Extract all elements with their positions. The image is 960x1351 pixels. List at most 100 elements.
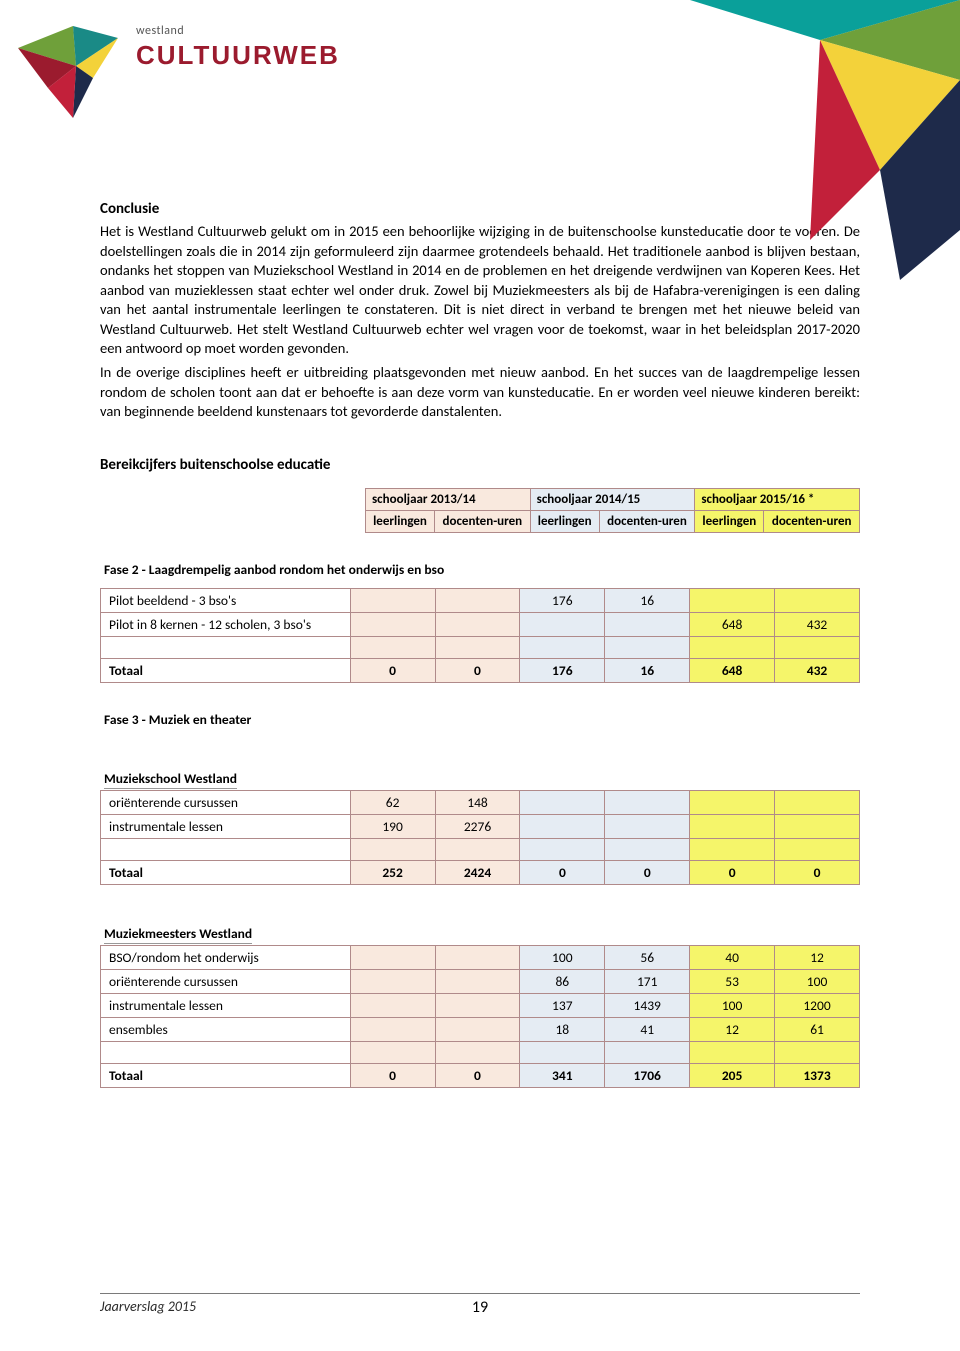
cell: 16 bbox=[605, 588, 690, 612]
cell bbox=[435, 1041, 520, 1063]
footer: Jaarverslag 2015 19 bbox=[100, 1293, 860, 1315]
cell bbox=[690, 838, 775, 860]
sub-leerlingen-13: leerlingen bbox=[366, 510, 435, 532]
cell bbox=[605, 1041, 690, 1063]
cell bbox=[605, 838, 690, 860]
cell: 12 bbox=[775, 945, 860, 969]
cell: 252 bbox=[350, 860, 435, 884]
corner-decoration bbox=[560, 0, 960, 300]
cell bbox=[435, 969, 520, 993]
cell bbox=[520, 790, 605, 814]
sub-docenten-13: docenten-uren bbox=[435, 510, 531, 532]
cell bbox=[350, 588, 435, 612]
cell bbox=[775, 636, 860, 658]
cell: 62 bbox=[350, 790, 435, 814]
footer-page-number: 19 bbox=[472, 1298, 488, 1317]
row-label bbox=[101, 1041, 351, 1063]
cell bbox=[605, 814, 690, 838]
table-row bbox=[101, 1041, 860, 1063]
sub-docenten-15: docenten-uren bbox=[764, 510, 860, 532]
muziekmeesters-table: BSO/rondom het onderwijs100564012oriënte… bbox=[100, 945, 860, 1088]
cell bbox=[350, 612, 435, 636]
cell: 2276 bbox=[435, 814, 520, 838]
table-row: Pilot in 8 kernen - 12 scholen, 3 bso's 6… bbox=[101, 612, 860, 636]
cell bbox=[690, 588, 775, 612]
cell bbox=[605, 636, 690, 658]
cell: 1373 bbox=[775, 1063, 860, 1087]
cell bbox=[605, 790, 690, 814]
fase2-title: Fase 2 - Laagdrempelig aanbod rondom het… bbox=[104, 561, 860, 578]
cell: 56 bbox=[605, 945, 690, 969]
cell bbox=[520, 838, 605, 860]
cell bbox=[350, 945, 435, 969]
total-row: Totaal25224240000 bbox=[101, 860, 860, 884]
cell bbox=[435, 588, 520, 612]
cell bbox=[775, 588, 860, 612]
cell: 0 bbox=[520, 860, 605, 884]
year-header-table: schooljaar 2013/14 schooljaar 2014/15 sc… bbox=[365, 488, 860, 533]
cell bbox=[350, 969, 435, 993]
total-label: Totaal bbox=[101, 860, 351, 884]
row-label: Pilot beeldend - 3 bso's bbox=[101, 588, 351, 612]
cell: 40 bbox=[690, 945, 775, 969]
conclusie-para2: In de overige disciplines heeft er uitbr… bbox=[100, 363, 860, 422]
cell: 648 bbox=[690, 612, 775, 636]
cell bbox=[775, 790, 860, 814]
cell: 176 bbox=[520, 588, 605, 612]
table-row: oriënterende cursussen8617153100 bbox=[101, 969, 860, 993]
cell: 0 bbox=[435, 1063, 520, 1087]
cell: 432 bbox=[775, 612, 860, 636]
cell: 0 bbox=[350, 1063, 435, 1087]
cell: 137 bbox=[520, 993, 605, 1017]
table-row: ensembles18411261 bbox=[101, 1017, 860, 1041]
cell: 432 bbox=[775, 658, 860, 682]
year-2013: schooljaar 2013/14 bbox=[366, 488, 531, 510]
header: westland CULTUURWEB bbox=[0, 0, 960, 140]
cell bbox=[775, 814, 860, 838]
cell bbox=[435, 993, 520, 1017]
year-2015: schooljaar 2015/16 * bbox=[695, 488, 860, 510]
cell bbox=[775, 838, 860, 860]
cell bbox=[350, 1017, 435, 1041]
row-label: Pilot in 8 kernen - 12 scholen, 3 bso's bbox=[101, 612, 351, 636]
table-row: BSO/rondom het onderwijs 100564012 bbox=[101, 945, 860, 969]
cell bbox=[435, 636, 520, 658]
logo-cultuurweb-text: CULTUURWEB bbox=[136, 40, 340, 71]
cell bbox=[435, 612, 520, 636]
logo-westland-text: westland bbox=[136, 24, 340, 38]
table-row: instrumentale lessen1902276 bbox=[101, 814, 860, 838]
cell bbox=[435, 838, 520, 860]
cell bbox=[350, 1041, 435, 1063]
cell: 648 bbox=[690, 658, 775, 682]
sub-leerlingen-15: leerlingen bbox=[695, 510, 764, 532]
table-row: oriënterende cursussen62148 bbox=[101, 790, 860, 814]
cell bbox=[605, 612, 690, 636]
muziekmeesters-title: Muziekmeesters Westland bbox=[104, 925, 252, 944]
cell: 1439 bbox=[605, 993, 690, 1017]
cell bbox=[435, 945, 520, 969]
cell: 61 bbox=[775, 1017, 860, 1041]
total-row: Totaal0017616648432 bbox=[101, 658, 860, 682]
cell: 2424 bbox=[435, 860, 520, 884]
cell: 100 bbox=[520, 945, 605, 969]
logo: westland CULTUURWEB bbox=[18, 18, 340, 128]
cell bbox=[350, 993, 435, 1017]
cell bbox=[775, 1041, 860, 1063]
logo-text: westland CULTUURWEB bbox=[136, 24, 340, 71]
row-label: BSO/rondom het onderwijs bbox=[101, 945, 351, 969]
cell bbox=[520, 636, 605, 658]
cell bbox=[690, 636, 775, 658]
cell: 41 bbox=[605, 1017, 690, 1041]
cell: 53 bbox=[690, 969, 775, 993]
cell: 205 bbox=[690, 1063, 775, 1087]
cell: 100 bbox=[690, 993, 775, 1017]
total-label: Totaal bbox=[101, 658, 351, 682]
row-label: oriënterende cursussen bbox=[101, 969, 351, 993]
row-label bbox=[101, 838, 351, 860]
cell bbox=[690, 790, 775, 814]
total-row: Totaal0034117062051373 bbox=[101, 1063, 860, 1087]
row-label: instrumentale lessen bbox=[101, 993, 351, 1017]
fase2-table: Pilot beeldend - 3 bso's17616Pilot in 8 … bbox=[100, 588, 860, 683]
cell: 0 bbox=[350, 658, 435, 682]
cell bbox=[520, 1041, 605, 1063]
